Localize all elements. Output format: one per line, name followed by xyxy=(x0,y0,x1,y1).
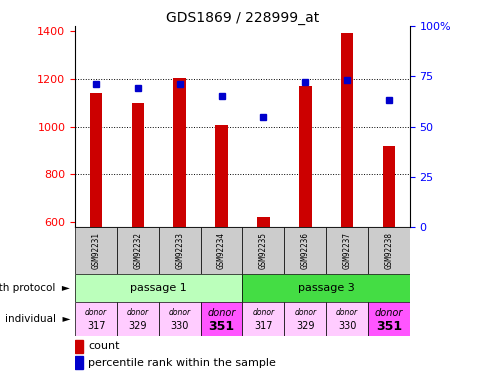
Bar xyxy=(242,302,284,336)
Bar xyxy=(75,227,117,274)
Bar xyxy=(117,302,158,336)
Text: GSM92237: GSM92237 xyxy=(342,232,351,269)
Bar xyxy=(382,146,394,227)
Bar xyxy=(257,217,269,227)
Text: 317: 317 xyxy=(254,321,272,331)
Text: GSM92238: GSM92238 xyxy=(384,232,393,269)
Text: donor: donor xyxy=(335,308,357,317)
Bar xyxy=(242,227,284,274)
Text: individual  ►: individual ► xyxy=(5,314,70,324)
Bar xyxy=(75,340,83,352)
Bar xyxy=(340,33,353,227)
Text: GSM92231: GSM92231 xyxy=(91,232,100,269)
Text: GSM92235: GSM92235 xyxy=(258,232,267,269)
Bar xyxy=(131,103,144,227)
Text: donor: donor xyxy=(207,308,235,318)
Bar xyxy=(158,302,200,336)
Text: count: count xyxy=(88,341,120,351)
Bar xyxy=(242,274,409,302)
Text: donor: donor xyxy=(374,308,402,318)
Text: GSM92236: GSM92236 xyxy=(300,232,309,269)
Bar xyxy=(90,93,102,227)
Bar xyxy=(200,227,242,274)
Bar xyxy=(325,302,367,336)
Bar xyxy=(75,356,83,369)
Bar xyxy=(367,302,409,336)
Bar xyxy=(200,302,242,336)
Bar xyxy=(284,302,325,336)
Bar xyxy=(158,227,200,274)
Text: donor: donor xyxy=(85,308,107,317)
Text: donor: donor xyxy=(252,308,274,317)
Text: 330: 330 xyxy=(337,321,356,331)
Bar xyxy=(75,274,242,302)
Bar xyxy=(325,227,367,274)
Bar xyxy=(75,302,117,336)
Bar xyxy=(117,227,158,274)
Text: 351: 351 xyxy=(375,320,401,333)
Text: growth protocol  ►: growth protocol ► xyxy=(0,283,70,293)
Text: donor: donor xyxy=(127,308,149,317)
Bar xyxy=(298,86,311,227)
Title: GDS1869 / 228999_at: GDS1869 / 228999_at xyxy=(166,11,318,25)
Text: passage 3: passage 3 xyxy=(297,283,354,293)
Text: passage 1: passage 1 xyxy=(130,283,187,293)
Text: 317: 317 xyxy=(87,321,105,331)
Text: GSM92234: GSM92234 xyxy=(217,232,226,269)
Bar xyxy=(367,227,409,274)
Text: GSM92232: GSM92232 xyxy=(133,232,142,269)
Text: 351: 351 xyxy=(208,320,234,333)
Text: donor: donor xyxy=(294,308,316,317)
Bar xyxy=(215,125,227,227)
Text: 329: 329 xyxy=(295,321,314,331)
Text: GSM92233: GSM92233 xyxy=(175,232,184,269)
Text: donor: donor xyxy=(168,308,190,317)
Text: percentile rank within the sample: percentile rank within the sample xyxy=(88,358,275,368)
Bar xyxy=(284,227,325,274)
Text: 329: 329 xyxy=(128,321,147,331)
Bar xyxy=(173,78,186,227)
Text: 330: 330 xyxy=(170,321,189,331)
